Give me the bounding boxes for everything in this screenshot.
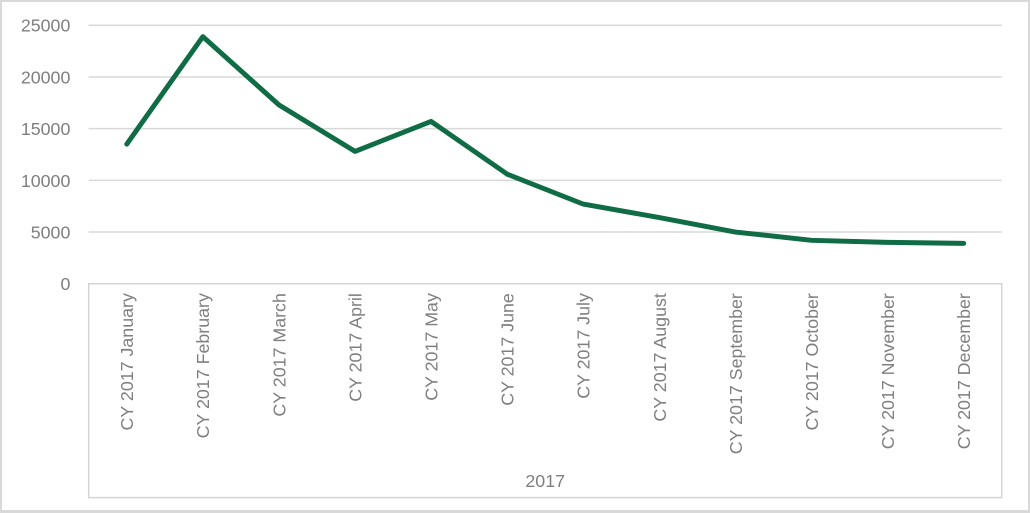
category-axis-box bbox=[87, 282, 1003, 499]
x-axis-category-label: CY 2017 August bbox=[650, 293, 670, 421]
x-axis-field-title: 2017 bbox=[525, 471, 565, 491]
x-axis-category-label: CY 2017 September bbox=[726, 293, 746, 454]
y-axis-tick-label: 5000 bbox=[31, 222, 71, 242]
x-axis-category-label: CY 2017 December bbox=[954, 293, 974, 449]
x-axis-category-label: CY 2017 June bbox=[498, 293, 518, 406]
y-axis-tick-label: 15000 bbox=[21, 119, 71, 139]
x-axis-category-label: CY 2017 March bbox=[269, 293, 289, 416]
x-axis-category-label: CY 2017 July bbox=[574, 293, 594, 399]
x-axis-category-label: CY 2017 October bbox=[802, 293, 822, 430]
y-axis-tick-label: 20000 bbox=[21, 67, 71, 87]
x-axis-category-label: CY 2017 February bbox=[193, 293, 213, 438]
y-axis-tick-label: 10000 bbox=[21, 171, 71, 191]
x-axis-category-label: CY 2017 May bbox=[422, 293, 442, 401]
data-series-line bbox=[124, 34, 967, 246]
y-axis-tick-label: 0 bbox=[60, 274, 70, 294]
x-axis-category-label: CY 2017 November bbox=[878, 293, 898, 449]
x-axis-category-label: CY 2017 April bbox=[345, 293, 365, 402]
y-axis-tick-label: 25000 bbox=[21, 16, 71, 36]
x-axis-category-label: CY 2017 January bbox=[117, 293, 137, 430]
